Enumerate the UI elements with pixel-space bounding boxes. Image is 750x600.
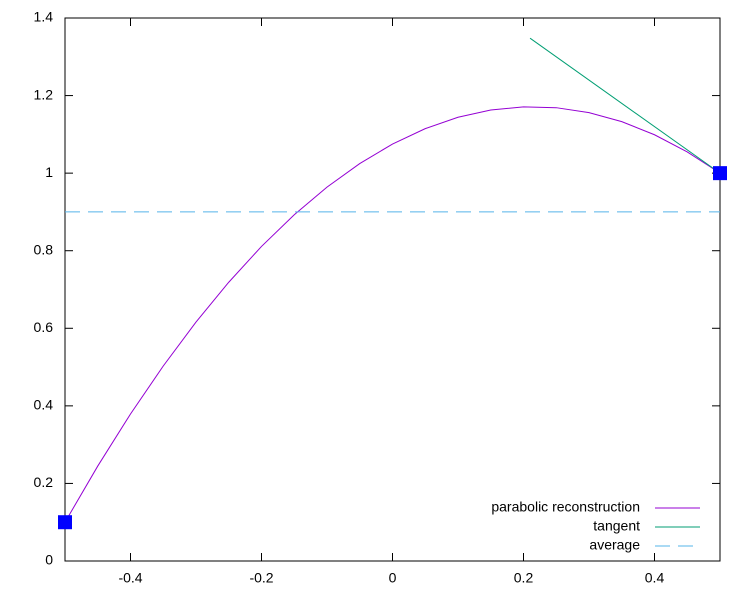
y-tick-label: 0.2 xyxy=(34,474,54,490)
marker xyxy=(713,166,727,181)
y-tick-label: 0 xyxy=(45,552,53,568)
y-tick-label: 1.2 xyxy=(34,86,54,102)
y-tick-label: 0.4 xyxy=(34,397,54,413)
x-tick-label: 0.4 xyxy=(645,570,665,586)
x-tick-label: -0.2 xyxy=(249,570,273,586)
marker xyxy=(58,515,72,530)
y-tick-label: 0.6 xyxy=(34,319,54,335)
x-tick-label: -0.4 xyxy=(118,570,142,586)
x-tick-label: 0 xyxy=(389,570,397,586)
y-tick-label: 1 xyxy=(45,164,53,180)
x-tick-label: 0.2 xyxy=(514,570,534,586)
series-line xyxy=(529,37,721,174)
legend-label: tangent xyxy=(593,518,640,534)
y-tick-label: 1.4 xyxy=(34,9,54,25)
series-line xyxy=(64,106,721,523)
legend-label: parabolic reconstruction xyxy=(491,499,640,515)
y-tick-label: 0.8 xyxy=(34,241,54,257)
plot-border xyxy=(64,17,721,562)
legend-label: average xyxy=(589,537,640,553)
